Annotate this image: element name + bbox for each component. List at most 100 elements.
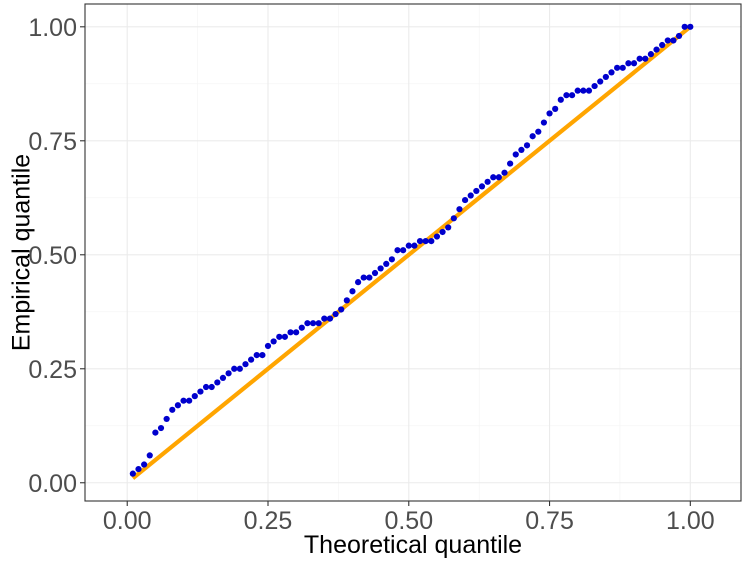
data-point [602, 73, 609, 81]
data-point [242, 361, 249, 368]
data-point [383, 260, 390, 267]
data-point [174, 402, 182, 409]
data-point [416, 238, 424, 245]
data-point [501, 169, 508, 176]
data-point [304, 320, 311, 327]
data-point [248, 356, 255, 363]
data-point [670, 37, 677, 44]
data-point [529, 133, 536, 140]
data-point [202, 383, 210, 391]
y-tick-label: 0.75 [28, 128, 77, 156]
data-point [433, 233, 441, 240]
data-point [608, 69, 615, 76]
data-point [400, 247, 407, 254]
data-point [473, 187, 480, 195]
data-point [264, 342, 272, 350]
data-point [535, 128, 542, 135]
x-axis-ticks: 0.00 0.25 0.50 0.75 1.00 [103, 501, 715, 535]
data-point [495, 174, 502, 181]
y-axis-title: Empirical quantile [8, 154, 36, 351]
data-point [478, 183, 486, 190]
data-point [157, 424, 165, 432]
data-point [664, 37, 671, 44]
data-point [129, 470, 136, 477]
data-point [332, 310, 339, 318]
data-point [484, 178, 491, 185]
data-point [354, 279, 362, 286]
data-point [338, 306, 345, 313]
data-point [546, 110, 553, 117]
data-point [186, 397, 193, 404]
reference-line-layer [131, 25, 692, 480]
data-point [580, 87, 587, 94]
data-point [439, 228, 446, 236]
data-point [619, 64, 626, 71]
data-point [360, 274, 367, 281]
data-point [557, 96, 564, 103]
data-point [214, 379, 221, 386]
data-point [647, 51, 655, 58]
data-point [377, 265, 384, 272]
data-point [197, 388, 204, 395]
data-point [614, 64, 621, 71]
data-point [366, 274, 373, 281]
y-tick-label: 0.00 [28, 470, 77, 498]
data-point [135, 465, 142, 473]
y-tick-label: 1.00 [28, 14, 77, 42]
data-points [129, 23, 694, 477]
data-point [180, 397, 187, 404]
data-point [653, 46, 660, 53]
major-gridlines [85, 4, 741, 501]
data-point [388, 256, 395, 263]
data-point [293, 329, 300, 336]
data-point [675, 32, 683, 40]
data-point [681, 23, 688, 30]
data-point [636, 55, 643, 62]
data-point [568, 92, 576, 99]
data-point [253, 351, 260, 359]
data-point [591, 82, 598, 90]
data-point [270, 338, 277, 345]
data-point [343, 297, 350, 304]
data-point [281, 333, 288, 340]
data-point [371, 269, 379, 277]
data-point [152, 429, 159, 436]
reference-line [131, 25, 692, 480]
data-point [231, 365, 238, 372]
data-point [309, 320, 317, 327]
data-point [219, 374, 227, 381]
panel-border [84, 3, 742, 502]
data-point [659, 41, 666, 49]
data-point [141, 461, 148, 468]
data-point [349, 288, 356, 295]
data-point [507, 160, 514, 167]
data-point [276, 333, 283, 340]
data-point [585, 87, 593, 94]
data-point [687, 23, 694, 30]
data-point [450, 215, 457, 222]
data-point [163, 415, 170, 423]
data-point [326, 315, 334, 322]
data-point [169, 406, 176, 413]
data-point [456, 206, 463, 213]
data-point [411, 242, 418, 249]
data-point [321, 315, 328, 322]
data-point [191, 393, 198, 400]
y-tick-label: 0.25 [28, 356, 77, 384]
x-tick-label: 0.25 [244, 507, 293, 535]
y-axis-ticks: 0.00 0.25 0.50 0.75 1.00 [28, 14, 85, 498]
data-point [518, 146, 525, 154]
data-point [315, 320, 322, 327]
data-point [574, 87, 581, 94]
data-point [512, 151, 519, 158]
data-point [540, 119, 548, 126]
data-point [146, 452, 153, 459]
data-point [467, 192, 474, 199]
x-tick-label: 1.00 [666, 507, 715, 535]
data-point [597, 78, 604, 85]
data-point [405, 242, 412, 249]
data-point [625, 60, 632, 67]
data-point [523, 142, 531, 149]
